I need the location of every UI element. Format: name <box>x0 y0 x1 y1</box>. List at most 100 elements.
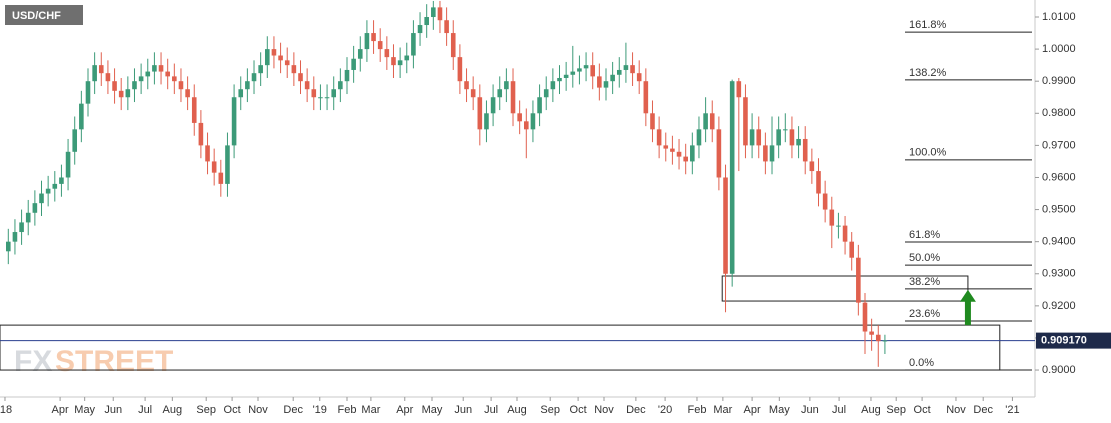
x-tick-label: Aug <box>163 404 183 416</box>
x-tick-label: May <box>422 404 443 416</box>
x-tick-label: Jul <box>832 404 846 416</box>
x-tick-label: '18 <box>0 404 12 416</box>
candle-body <box>557 77 562 82</box>
candle-body <box>364 33 370 50</box>
candle-body <box>258 65 263 74</box>
candle-body <box>869 331 874 335</box>
candle-body <box>45 188 51 194</box>
x-tick-label: '21 <box>1005 404 1019 416</box>
candle-body <box>842 225 848 242</box>
x-tick-label: Mar <box>361 404 380 416</box>
candle-body <box>537 97 542 114</box>
candle-body <box>19 222 24 233</box>
y-tick-label: 0.9900 <box>1042 75 1076 87</box>
candle-body <box>371 33 376 42</box>
zone-box <box>0 324 1001 371</box>
x-tick-label: Nov <box>946 404 966 416</box>
candle-body <box>450 33 456 58</box>
candle-body <box>251 73 257 82</box>
candle-body <box>603 81 609 88</box>
candle-body <box>862 302 868 332</box>
candle-body <box>79 103 84 130</box>
candle-body <box>59 177 64 184</box>
watermark-street: STREET <box>55 345 173 378</box>
candle-body <box>92 65 97 82</box>
candle-body <box>703 113 708 130</box>
fib-label: 38.2% <box>909 276 940 288</box>
y-tick-label: 0.9400 <box>1042 236 1076 248</box>
candle-body <box>138 76 144 82</box>
candle-body <box>444 20 449 34</box>
x-tick-label: Oct <box>914 404 931 416</box>
candle-body <box>517 113 522 122</box>
candle-body <box>630 65 635 74</box>
fib-label: 61.8% <box>909 229 940 241</box>
candle-body <box>457 57 463 82</box>
x-tick-label: Jun <box>801 404 819 416</box>
candle-body <box>198 122 204 146</box>
candle-body <box>670 148 675 152</box>
last-price-label: 0.909170 <box>1041 335 1087 347</box>
y-tick-label: 0.9500 <box>1042 203 1076 215</box>
candle-body <box>298 73 303 82</box>
x-tick-label: '19 <box>313 404 327 416</box>
candle-body <box>6 241 11 252</box>
candle-body <box>411 33 416 56</box>
y-tick-label: 0.9600 <box>1042 171 1076 183</box>
y-tick-label: 0.9300 <box>1042 268 1076 280</box>
candle-body <box>716 129 722 178</box>
y-tick-label: 0.9700 <box>1042 139 1076 151</box>
candle-body <box>729 81 735 274</box>
candle-body <box>856 257 861 303</box>
candle-body <box>643 81 649 114</box>
candle-body <box>523 121 529 130</box>
fib-label: 100.0% <box>909 147 947 159</box>
candle-body <box>65 151 71 178</box>
candle-body <box>882 340 888 342</box>
candle-body <box>211 161 217 173</box>
candle-body <box>185 89 190 98</box>
candle-body <box>324 97 330 99</box>
candle-body <box>32 203 38 213</box>
candle-body <box>484 113 489 130</box>
x-tick-label: Nov <box>594 404 614 416</box>
candle-body <box>357 49 363 59</box>
fib-label: 23.6% <box>909 308 940 320</box>
candle-body <box>338 81 343 90</box>
candle-body <box>464 81 469 90</box>
candle-body <box>397 60 403 66</box>
candle-body <box>331 89 337 98</box>
x-tick-label: Jul <box>138 404 152 416</box>
candle-body <box>424 17 429 26</box>
candle-body <box>822 193 828 210</box>
candle-body <box>749 129 755 146</box>
candle-body <box>318 97 323 99</box>
candle-body <box>231 97 237 146</box>
candle-body <box>25 212 31 223</box>
x-tick-label: Sep <box>540 404 560 416</box>
candle-body <box>271 49 277 56</box>
candle-body <box>278 55 283 61</box>
x-tick-label: May <box>769 404 790 416</box>
candle-body <box>875 334 881 342</box>
candle-body <box>265 49 270 66</box>
candle-body <box>736 81 742 98</box>
x-tick-label: Sep <box>196 404 216 416</box>
candle-body <box>172 76 177 82</box>
candle-body <box>809 161 815 172</box>
candle-body <box>723 177 728 274</box>
candle-body <box>284 60 290 66</box>
candle-body <box>802 138 808 162</box>
y-tick-label: 0.9800 <box>1042 107 1076 119</box>
candle-body <box>530 113 536 130</box>
candle-body <box>158 65 164 72</box>
candle-body <box>583 65 589 69</box>
x-tick-label: Nov <box>248 404 268 416</box>
x-tick-label: Jul <box>484 404 498 416</box>
candle-body <box>616 69 622 75</box>
x-tick-label: Oct <box>224 404 241 416</box>
last-price-badge <box>1036 332 1111 349</box>
candle-body <box>829 209 835 226</box>
candle-body <box>98 65 104 74</box>
